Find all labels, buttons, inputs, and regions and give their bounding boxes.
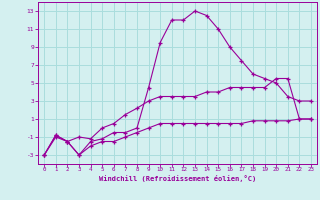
X-axis label: Windchill (Refroidissement éolien,°C): Windchill (Refroidissement éolien,°C) [99,175,256,182]
